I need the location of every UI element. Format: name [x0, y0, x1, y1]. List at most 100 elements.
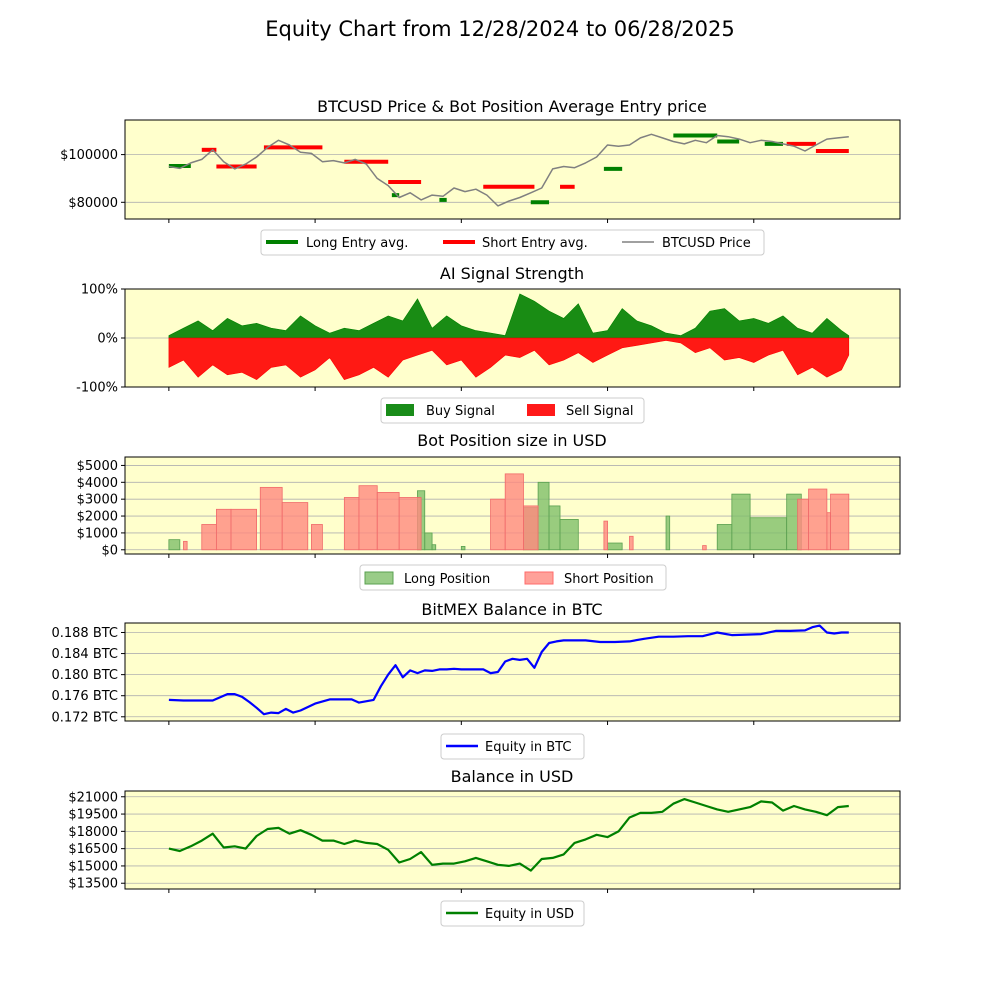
position-plot-frame	[124, 456, 901, 555]
short-position-area	[826, 512, 831, 551]
signal-legend-frame	[380, 397, 645, 424]
btc-plot-background	[125, 623, 900, 721]
btc-legend-label: Equity in BTC	[485, 740, 571, 755]
position-legend: Long Position Short Position	[359, 564, 667, 591]
price-ytick-label: $100000	[60, 148, 118, 163]
position-panel: Bot Position size in USD $0 $1000$2000 $30…	[77, 431, 901, 591]
btc-panel: BitMEX Balance in BTC 0.172 BTC 0.176 BTC…	[51, 600, 901, 760]
position-ytick-label: $3000	[77, 493, 118, 508]
usd-plot-background	[125, 791, 900, 889]
short-position-area	[183, 540, 188, 551]
price-ytick-label: $80000	[68, 196, 118, 211]
usd-plot-area: $13500 $15000 $16500 $18000 $19500 $21000	[68, 790, 901, 893]
figure-title: Equity Chart from 12/28/2024 to 06/28/20…	[265, 17, 735, 41]
short-position-area	[201, 524, 217, 551]
equity-usd-line	[168, 797, 849, 872]
short-position-area	[523, 505, 539, 551]
long-position-legend-swatch	[364, 571, 394, 585]
sell-signal-area	[168, 337, 850, 380]
short-position-legend-label: Short Position	[564, 572, 654, 587]
short-position-area	[702, 545, 707, 551]
long-position-area	[537, 481, 550, 551]
long-position-area	[559, 519, 579, 551]
btc-ytick-label: 0.180 BTC	[51, 668, 118, 683]
price-plot-background	[125, 120, 900, 219]
usd-legend-label: Equity in USD	[485, 907, 574, 922]
signal-ytick-label: 0%	[97, 332, 118, 347]
usd-ytick-label: $16500	[68, 842, 118, 857]
signal-panel-title: AI Signal Strength	[440, 264, 584, 283]
short-position-area	[830, 493, 850, 551]
long-position-area	[731, 493, 751, 551]
short-position-area	[603, 520, 608, 551]
position-ytick-label: $4000	[77, 476, 118, 491]
price-panel-title: BTCUSD Price & Bot Position Average Entr…	[317, 97, 707, 116]
usd-ytick-label: $19500	[68, 808, 118, 823]
long-position-area	[460, 546, 466, 551]
long-position-area	[716, 524, 733, 551]
long-position-area	[168, 539, 181, 551]
short-position-legend-swatch	[524, 571, 554, 585]
price-plot-area: $80000 $100000	[60, 119, 901, 223]
short-position-area	[398, 497, 422, 551]
long-position-area	[431, 544, 437, 551]
price-plot-frame	[124, 119, 901, 220]
short-position-area	[629, 535, 634, 551]
btc-ytick-label: 0.188 BTC	[51, 626, 118, 641]
long-entry-legend-label: Long Entry avg.	[306, 236, 408, 251]
short-position-area	[504, 473, 524, 551]
signal-plot-area: -100% 0% 100%	[76, 283, 901, 396]
price-panel: BTCUSD Price & Bot Position Average Entr…	[60, 97, 901, 256]
short-position-area	[215, 508, 232, 551]
position-ytick-label: $5000	[77, 459, 118, 474]
usd-legend-frame	[440, 900, 585, 927]
usd-panel: Balance in USD $13500$15000$16500$18000$…	[68, 767, 901, 927]
short-position-area	[358, 485, 378, 551]
position-legend-frame	[359, 564, 667, 591]
position-plot-area: $0 $1000$2000 $3000 $4000 $5000	[77, 456, 901, 558]
long-position-legend-label: Long Position	[404, 572, 490, 587]
short-position-area	[490, 498, 506, 551]
signal-panel: AI Signal Strength -100% 0% 100% Buy Signa…	[76, 264, 901, 424]
btc-ytick-label: 0.184 BTC	[51, 647, 118, 662]
position-ytick-label: $1000	[77, 526, 118, 541]
short-position-area	[808, 488, 828, 551]
btc-panel-title: BitMEX Balance in BTC	[421, 600, 602, 619]
btc-ytick-label: 0.176 BTC	[51, 689, 118, 704]
short-position-area	[343, 497, 360, 551]
signal-legend: Buy Signal Sell Signal	[380, 397, 645, 424]
position-ytick-label: $2000	[77, 510, 118, 525]
usd-panel-title: Balance in USD	[451, 767, 574, 786]
usd-legend: Equity in USD	[440, 900, 585, 927]
btcusd-price-line	[168, 133, 849, 207]
short-position-area	[230, 508, 258, 551]
price-legend-label: BTCUSD Price	[662, 236, 751, 251]
btc-legend: Equity in BTC	[440, 733, 585, 760]
usd-ytick-label: $13500	[68, 877, 118, 892]
long-position-area	[607, 542, 623, 551]
long-position-area	[424, 532, 433, 551]
short-position-area	[797, 498, 810, 551]
signal-plot-frame	[124, 288, 901, 388]
position-ytick-label: $0	[101, 543, 118, 558]
btc-plot-area: 0.172 BTC 0.176 BTC 0.180 BTC 0.184 BTC 0.18…	[51, 622, 901, 725]
price-legend-frame	[260, 229, 765, 256]
buy-signal-area	[168, 293, 850, 339]
btc-legend-frame	[440, 733, 585, 760]
long-position-area	[665, 515, 671, 551]
sell-signal-legend-label: Sell Signal	[566, 404, 634, 419]
short-position-area	[259, 486, 283, 551]
usd-ytick-label: $18000	[68, 825, 118, 840]
long-position-area	[749, 517, 788, 551]
usd-ytick-label: $21000	[68, 790, 118, 805]
short-position-area	[376, 492, 400, 551]
signal-ytick-label: -100%	[76, 381, 118, 396]
buy-signal-legend-label: Buy Signal	[426, 404, 495, 419]
short-position-area	[311, 524, 323, 551]
usd-plot-frame	[124, 790, 901, 890]
equity-btc-line	[168, 624, 849, 716]
long-position-area	[548, 505, 561, 551]
sell-signal-legend-swatch	[527, 404, 555, 416]
price-legend: Long Entry avg. Short Entry avg. BTCUSD …	[260, 229, 765, 256]
